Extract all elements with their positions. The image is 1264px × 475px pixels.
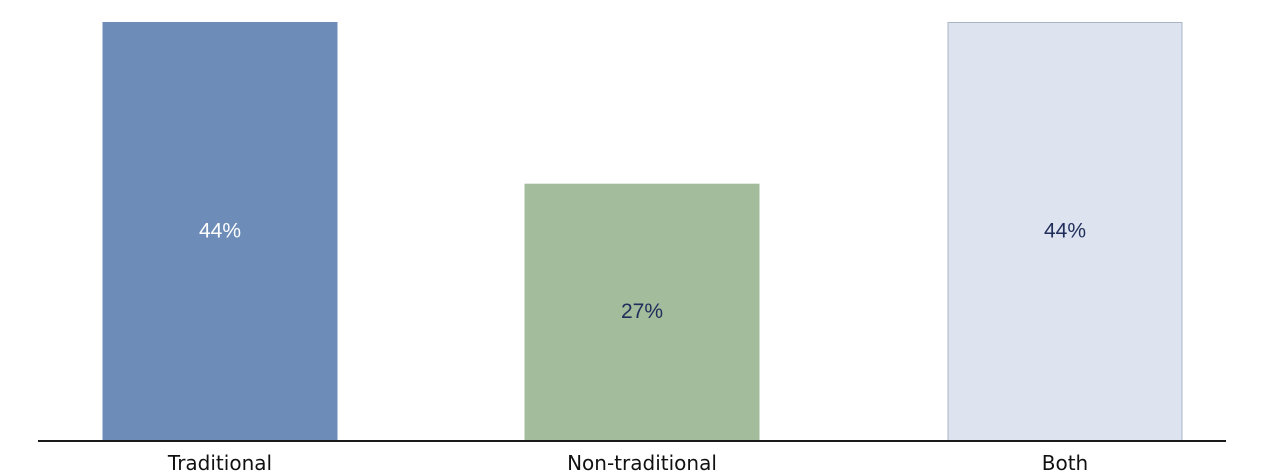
bar-non-traditional — [524, 183, 760, 442]
value-label-both: 44% — [1044, 219, 1086, 242]
value-label-non-traditional: 27% — [621, 300, 663, 323]
bar-traditional — [102, 22, 338, 442]
bars-layer — [102, 22, 1183, 442]
category-label-traditional: Traditional — [167, 451, 272, 475]
category-label-non-traditional: Non-traditional — [567, 451, 717, 475]
category-label-both: Both — [1042, 451, 1088, 475]
bar-both — [947, 22, 1183, 442]
category-labels-layer: Traditional Non-traditional Both — [167, 451, 1088, 475]
value-label-traditional: 44% — [199, 219, 241, 242]
value-labels-layer: 44% 27% 44% — [199, 219, 1086, 323]
